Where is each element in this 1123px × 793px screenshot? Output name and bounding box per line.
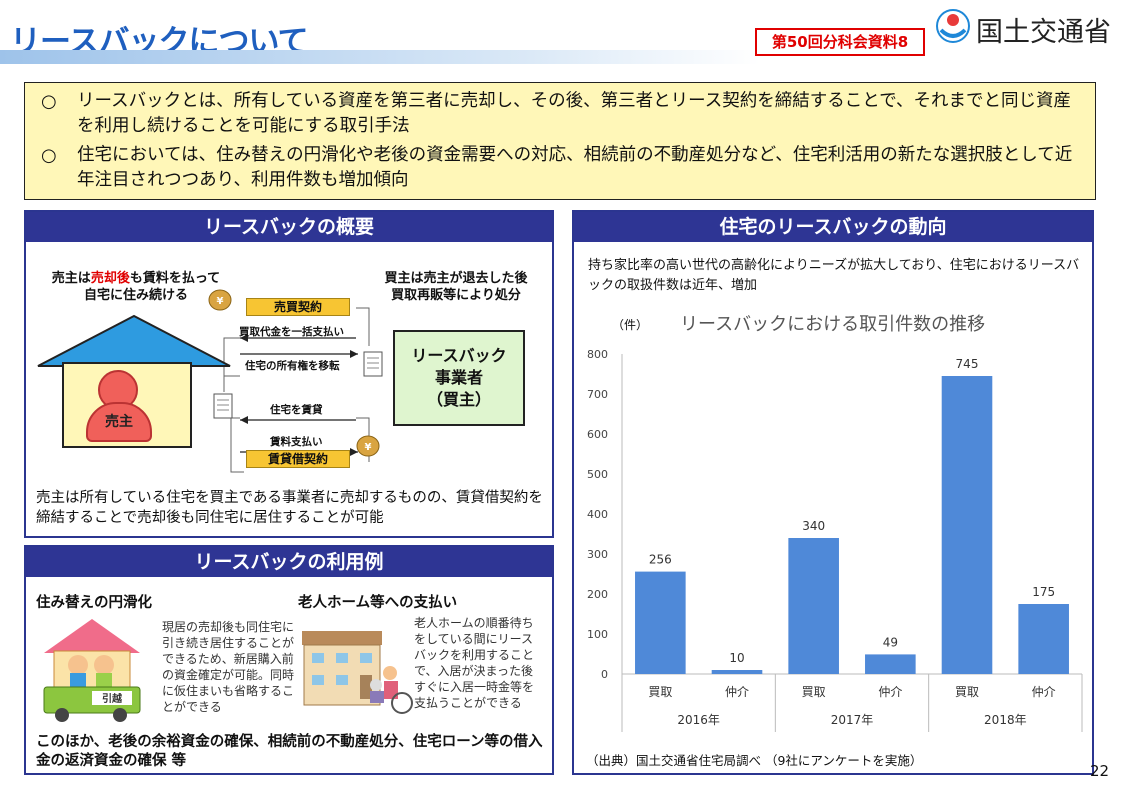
nursing-home-illustration-icon (302, 631, 413, 714)
chart-unit-label: （件） (612, 318, 649, 332)
lease-contract-tag: 賃貸借契約 (246, 450, 350, 468)
buyer-label: 事業者 (434, 368, 483, 387)
example-text: 老人ホームの順番待ちをしている間にリースバックを利用することで、入居が決まった後… (414, 616, 535, 710)
group-label: 2017年 (831, 713, 874, 727)
intro-text: リースバックとは、所有している資産を第三者に売却し、その後、第三者とリース契約を… (77, 91, 1071, 136)
trend-description: 持ち家比率の高い世代の高齢化によりニーズが拡大しており、住宅におけるリースバック… (588, 258, 1080, 293)
y-tick-label: 100 (587, 628, 608, 641)
data-label: 340 (802, 519, 825, 533)
overview-panel: リースバックの概要 ¥ (24, 210, 554, 538)
seller-note-highlight: 売却後 (90, 271, 130, 286)
payment-arrow-head (240, 334, 248, 342)
buyer-note-text: 買主は売主が退去した後 (384, 271, 528, 286)
seller-label: 売主 (86, 402, 152, 442)
y-tick-label: 700 (587, 388, 608, 401)
ownership-arrow-head (350, 350, 358, 358)
trend-source: （出典）国土交通省住宅局調べ （9社にアンケートを実施） (586, 753, 923, 768)
lease-bracket-left (230, 417, 244, 473)
example-title: 老人ホーム等への支払い (298, 595, 458, 611)
y-tick-label: 200 (587, 588, 608, 601)
examples-heading: リースバックの利用例 (26, 547, 552, 577)
sale-contract-tag: 売買契約 (246, 298, 350, 316)
intro-item: ○ リースバックとは、所有している資産を第三者に売却し、その後、第三者とリース契… (41, 89, 1081, 139)
group-label: 2018年 (984, 713, 1027, 727)
x-tick-label: 仲介 (1032, 685, 1056, 699)
money-bag-icon: ¥ (208, 289, 232, 311)
x-tick-label: 買取 (648, 685, 672, 699)
y-tick-label: 500 (587, 468, 608, 481)
trend-heading: 住宅のリースバックの動向 (574, 212, 1092, 242)
buyer-note: 買主は売主が退去した後 買取再販等により処分 (366, 270, 546, 304)
transaction-count-chart: 0 100 200 300 400 500 600 700 800 256 買取 10 仲介 340 買取 4… (587, 348, 1083, 732)
bar (711, 670, 763, 674)
y-tick-label: 600 (587, 428, 608, 441)
flow-label-rent-payment: 賃料支払い (270, 436, 323, 448)
intro-item: ○ 住宅においては、住み替えの円滑化や老後の資金需要への対応、相続前の不動産処分… (41, 143, 1081, 193)
sale-bracket-left (223, 337, 240, 377)
y-tick-label: 0 (601, 668, 608, 681)
data-label: 745 (956, 357, 979, 371)
yen-symbol: ¥ (217, 296, 224, 307)
data-label: 175 (1032, 585, 1055, 599)
buyer-note-text: 買取再販等により処分 (391, 288, 521, 303)
trend-panel: 住宅のリースバックの動向 持ち家比率の高い世代の高齢化によりニーズが拡大しており… (572, 210, 1094, 775)
rent-payment-arrow-head (350, 448, 358, 456)
ministry-logo-icon (936, 9, 970, 43)
intro-text: 住宅においては、住み替えの円滑化や老後の資金需要への対応、相続前の不動産処分など… (77, 145, 1073, 190)
y-tick-label: 800 (587, 348, 608, 361)
flow-label-rent-house: 住宅を賃貸 (270, 404, 323, 416)
data-label: 49 (883, 635, 898, 649)
y-tick-label: 400 (587, 508, 608, 521)
bar (635, 571, 686, 674)
bullet-circle-icon: ○ (41, 145, 57, 166)
document-label: 第50回分科会資料8 (755, 28, 925, 56)
overview-description: 売主は所有している住宅を買主である事業者に売却するものの、賃貸借契約を締結するこ… (36, 490, 543, 526)
bar (941, 376, 993, 674)
ministry-name: 国土交通省 (976, 17, 1111, 48)
seller-note-text: も賃料を払って (129, 271, 221, 286)
example-title: 住み替えの円滑化 (36, 595, 152, 611)
examples-footer: このほか、老後の余裕資金の確保、相続前の不動産処分、住宅ローン等の借入金の返済資… (36, 734, 543, 769)
flow-label-ownership: 住宅の所有権を移転 (245, 360, 340, 372)
buyer-label: リースバック (411, 346, 507, 365)
example-text: 現居の売却後も同住宅に引き続き居住することができるため、新居購入前の資金確定が可… (162, 620, 295, 714)
x-tick-label: 買取 (802, 685, 826, 699)
moving-family-illustration-icon: 引越 (43, 619, 141, 722)
rent-house-arrow-head (240, 416, 248, 424)
chart-title: リースバックにおける取引件数の推移 (680, 314, 986, 335)
seller-note: 売主は売却後も賃料を払って 自宅に住み続ける (36, 270, 236, 304)
x-tick-label: 仲介 (725, 685, 749, 699)
yen-symbol: ¥ (365, 442, 372, 453)
overview-heading: リースバックの概要 (26, 212, 552, 242)
bar (1018, 604, 1069, 674)
title-underline-band (0, 50, 760, 64)
flow-label-payment: 買取代金を一括支払い (239, 326, 344, 338)
money-bag-icon: ¥ (356, 435, 380, 457)
bar (788, 538, 839, 674)
house-roof-icon (37, 314, 231, 367)
data-label: 10 (729, 651, 744, 665)
examples-panel: リースバックの利用例 住み替えの円滑化 老人ホーム等への支払い 引越 現居の売却… (24, 545, 554, 775)
bullet-circle-icon: ○ (41, 91, 57, 112)
truck-label: 引越 (102, 692, 123, 705)
intro-box: ○ リースバックとは、所有している資産を第三者に売却し、その後、第三者とリース契… (24, 82, 1096, 200)
buyer-label: （買主） (426, 390, 491, 409)
sale-bracket-right (356, 307, 370, 346)
x-tick-label: 仲介 (878, 685, 902, 699)
bar (865, 654, 916, 674)
y-tick-label: 300 (587, 548, 608, 561)
page-number: 22 (1090, 762, 1110, 780)
data-label: 256 (649, 553, 672, 567)
seller-note-text: 売主は (51, 271, 91, 286)
lease-document-icon (213, 393, 233, 419)
group-label: 2016年 (677, 713, 720, 727)
contract-document-icon (363, 351, 383, 377)
buyer-box: リースバック 事業者 （買主） (393, 330, 525, 426)
seller-note-text: 自宅に住み続ける (83, 288, 188, 303)
x-tick-label: 買取 (955, 685, 979, 699)
